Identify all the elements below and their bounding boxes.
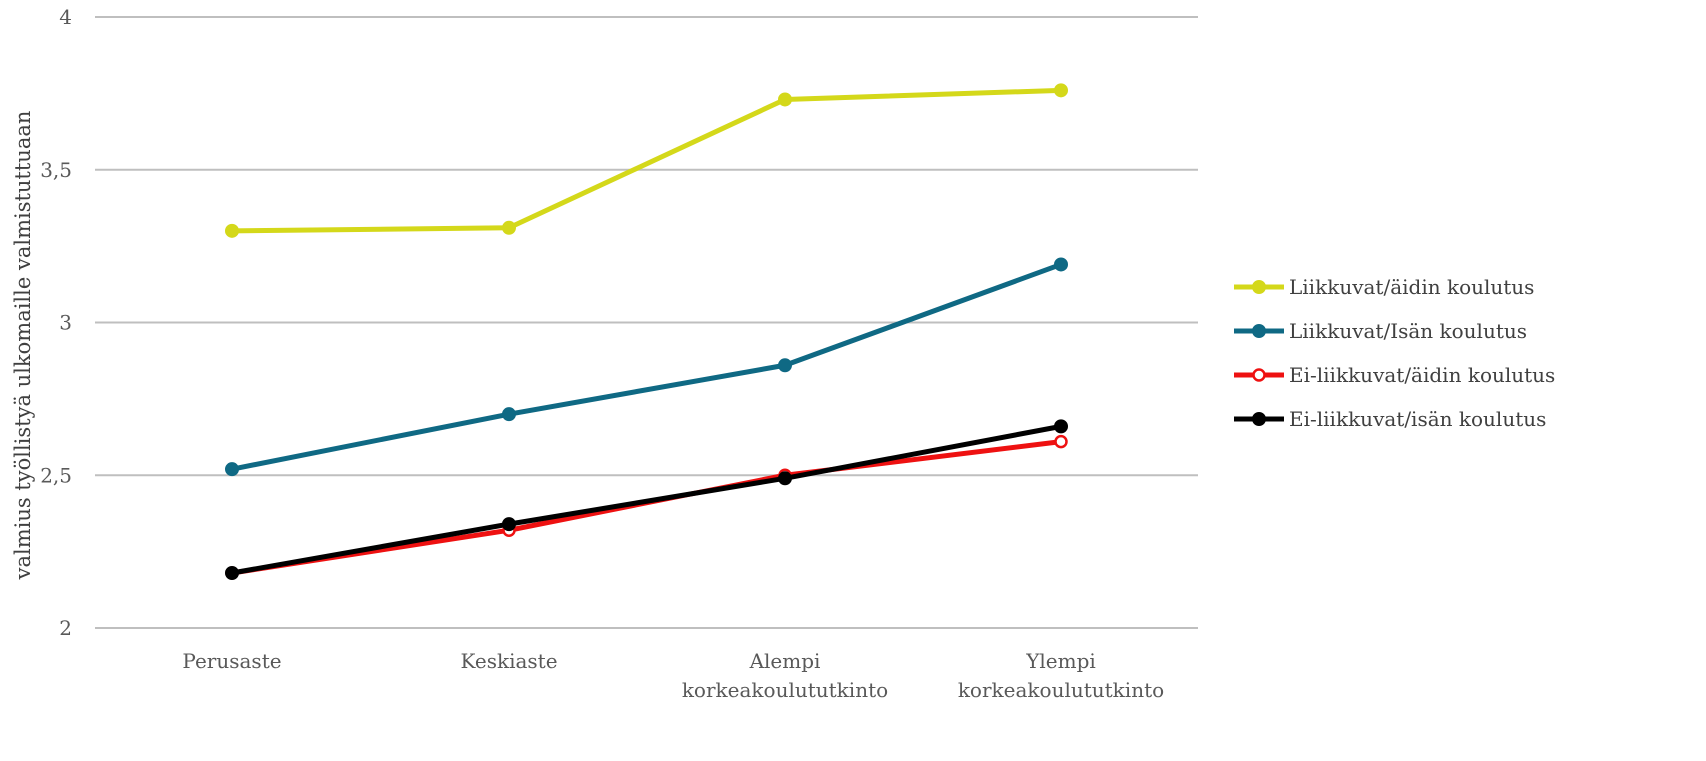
data-point [225,223,239,238]
legend-marker [1252,280,1266,294]
legend-label: Liikkuvat/äidin koulutus [1289,275,1534,299]
gridlines [95,16,1198,629]
legend-item: Ei-liikkuvat/äidin koulutus [1234,363,1555,387]
data-point [502,517,516,532]
x-axis-ticks: Perusaste Keskiaste Alempi korkeakoulututki… [182,649,1164,702]
x-tick-label: Keskiaste [460,649,557,673]
data-point [1054,434,1068,449]
x-tick-label: Ylempi [1025,649,1096,673]
x-tick-label: korkeakoulututkinto [682,678,888,702]
legend-marker [1252,412,1266,426]
legend: Liikkuvat/äidin koulutus Liikkuvat/Isän k… [1234,275,1555,431]
data-point [778,471,792,486]
data-point [225,566,239,581]
x-tick-label: Alempi [749,649,821,673]
legend-label: Ei-liikkuvat/äidin koulutus [1289,363,1555,387]
series-1 [225,83,1068,238]
y-tick-label: 3 [59,311,72,335]
y-tick-label: 4 [59,5,72,29]
data-point [225,462,239,477]
y-tick-label: 2 [59,616,72,640]
x-tick-label: Perusaste [182,649,281,673]
y-axis-label: valmius työllistyä ulkomaille valmistutt… [11,111,35,581]
legend-label: Ei-liikkuvat/isän koulutus [1289,407,1546,431]
legend-item: Liikkuvat/äidin koulutus [1234,275,1534,299]
series-line [229,423,1064,576]
y-tick-label: 3,5 [40,158,72,182]
series-line [229,87,1064,234]
x-tick-label: korkeakoulututkinto [958,678,1164,702]
y-tick-label: 2,5 [40,463,72,487]
data-point [502,220,516,235]
data-point [1054,83,1068,98]
data-point [778,92,792,107]
series-4 [225,419,1068,581]
legend-marker [1252,324,1266,338]
series-line [229,261,1064,472]
legend-item: Liikkuvat/Isän koulutus [1234,319,1527,343]
legend-marker [1252,368,1266,382]
series-group [225,83,1068,581]
data-point [1054,419,1068,434]
series-2 [225,257,1068,477]
series-3 [225,434,1068,580]
legend-item: Ei-liikkuvat/isän koulutus [1234,407,1546,431]
data-point [502,407,516,422]
data-point [1054,257,1068,272]
legend-label: Liikkuvat/Isän koulutus [1289,319,1527,343]
y-axis-ticks: 2 2,5 3 3,5 4 [40,5,72,640]
data-point [778,358,792,373]
